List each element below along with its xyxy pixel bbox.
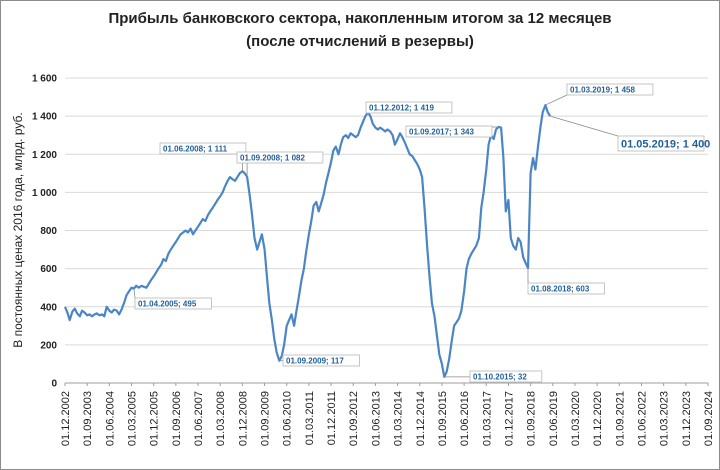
y-tick-label: 1 000: [32, 188, 57, 199]
chart-title: Прибыль банковского сектора, накопленным…: [108, 10, 612, 27]
x-tick-label: 01.09.2024: [703, 391, 715, 446]
x-tick-label: 01.03.2020: [570, 391, 582, 446]
x-tick-label: 01.09.2009: [260, 391, 272, 446]
series-line: [63, 104, 552, 378]
x-tick-label: 01.09.2012: [348, 391, 360, 446]
data-annotation: 01.09.2017; 1 343: [405, 125, 499, 138]
annotation-leader: [545, 94, 568, 106]
data-annotation: 01.12.2012; 1 419: [365, 101, 453, 114]
x-tick-label: 01.09.2015: [437, 391, 449, 446]
annotation-label: 01.09.2009; 117: [286, 356, 344, 365]
y-tick-label: 400: [40, 302, 57, 313]
annotation-label: 01.09.2008; 1 082: [240, 153, 305, 162]
y-tick-label: 1 400: [32, 112, 57, 123]
data-annotation: 01.04.2005; 495: [133, 288, 212, 310]
x-tick-label: 01.03.2023: [659, 391, 671, 446]
y-tick-label: 200: [40, 340, 57, 351]
x-tick-label: 01.06.2004: [104, 391, 116, 446]
annotation-label: 01.06.2008; 1 111: [163, 144, 228, 153]
x-tick-label: 01.06.2007: [193, 391, 205, 446]
y-tick-label: 600: [40, 264, 57, 275]
annotation-box: [527, 282, 605, 295]
x-tick-label: 01.06.2022: [636, 391, 648, 446]
chart-subtitle: (после отчислений в резервы): [246, 33, 474, 50]
x-tick-label: 01.12.2005: [149, 391, 161, 446]
x-tick-label: 01.12.2011: [326, 391, 338, 445]
x-tick-label: 01.09.2006: [171, 391, 183, 446]
data-annotation: 01.05.2019; 1 400: [550, 115, 710, 152]
x-tick-label: 01.03.2014: [393, 391, 405, 446]
x-tick-label: 01.09.2003: [82, 391, 94, 446]
x-tick-label: 01.12.2023: [681, 391, 693, 446]
x-tick-label: 01.06.2010: [282, 391, 294, 446]
annotation-label: 01.12.2012; 1 419: [369, 103, 434, 112]
annotation-label: 01.04.2005; 495: [138, 299, 197, 308]
y-tick-label: 1 200: [32, 150, 57, 161]
annotation-box: [134, 297, 212, 310]
annotation-box: [365, 101, 453, 114]
annotation-label: 01.08.2018; 603: [531, 284, 590, 293]
annotation-label: 01.03.2019; 1 458: [570, 85, 635, 94]
x-tick-label: 01.03.2005: [127, 391, 139, 446]
data-annotation: 01.09.2008; 1 082: [236, 151, 324, 177]
y-tick-label: 0: [51, 379, 57, 390]
annotation-leader: [550, 115, 619, 137]
data-annotation: 01.09.2009; 117: [279, 354, 360, 367]
x-tick-label: 01.12.2017: [503, 391, 515, 446]
annotation-label: 01.05.2019; 1 400: [621, 139, 710, 151]
x-tick-label: 01.06.2013: [370, 391, 382, 446]
x-tick-label: 01.06.2019: [548, 391, 560, 446]
x-tick-label: 01.12.2020: [592, 391, 604, 446]
annotation-label: 01.09.2017; 1 343: [409, 127, 474, 136]
x-tick-label: 01.12.2014: [415, 391, 427, 446]
x-tick-label: 01.09.2021: [614, 391, 626, 446]
y-tick-label: 800: [40, 226, 57, 237]
x-tick-label: 01.03.2017: [481, 391, 493, 446]
annotation-box: [405, 125, 493, 138]
x-tick-label: 01.12.2008: [237, 391, 249, 446]
data-annotation: 01.10.2015; 32: [444, 370, 543, 383]
x-tick-label: 01.03.2011: [304, 391, 316, 445]
annotation-box: [282, 354, 360, 367]
x-tick-label: 01.03.2008: [215, 391, 227, 446]
annotation-label: 01.10.2015; 32: [473, 372, 527, 381]
annotation-box: [617, 135, 705, 152]
data-annotation: 01.03.2019; 1 458: [545, 83, 654, 106]
annotation-box: [236, 151, 324, 164]
annotation-box: [469, 370, 543, 383]
annotation-box: [159, 142, 247, 155]
x-tick-label: 01.06.2016: [459, 391, 471, 446]
x-tick-label: 01.09.2018: [526, 391, 538, 446]
x-tick-label: 01.12.2002: [60, 391, 72, 446]
annotation-leader: [133, 288, 136, 299]
annotation-box: [566, 83, 654, 96]
data-annotation: 01.08.2018; 603: [527, 268, 605, 295]
y-tick-label: 1 600: [32, 74, 57, 85]
data-annotation: 01.06.2008; 1 111: [159, 142, 247, 172]
